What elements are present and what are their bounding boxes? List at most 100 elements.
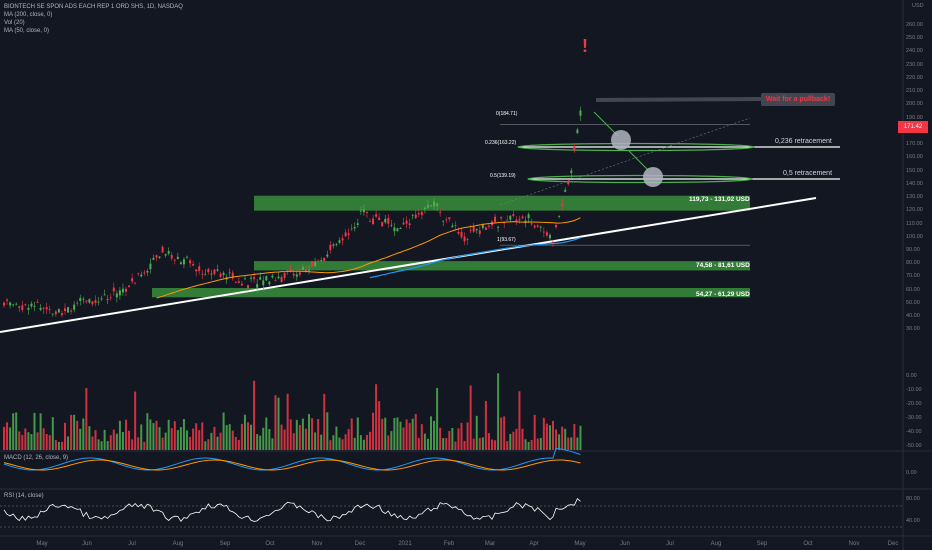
candle-body bbox=[210, 273, 213, 275]
volume-bar bbox=[234, 436, 237, 450]
zone-top-band bbox=[254, 195, 750, 211]
candle-body bbox=[445, 219, 448, 221]
volume-bar bbox=[512, 431, 515, 450]
candle-body bbox=[539, 226, 542, 228]
volume-bar bbox=[298, 425, 301, 450]
candle-body bbox=[567, 182, 570, 185]
volume-bar bbox=[576, 437, 579, 450]
volume-bar bbox=[51, 417, 54, 450]
candle-body bbox=[497, 227, 500, 228]
symbol-title[interactable]: BIONTECH SE SPON ADS EACH REP 1 ORD SHS,… bbox=[4, 4, 183, 10]
volume-bar bbox=[384, 417, 387, 450]
volume-bar bbox=[170, 428, 173, 450]
volume-bar bbox=[494, 440, 497, 450]
candle-body bbox=[146, 271, 149, 273]
pullback-callout[interactable]: Wait for a pullback! bbox=[761, 93, 835, 106]
volume-bar bbox=[308, 414, 310, 450]
indicator-ma200[interactable]: MA (200, close, 0) bbox=[4, 12, 53, 18]
rsi-line bbox=[3, 497, 581, 522]
macd-label[interactable]: MACD (12, 26, close, 9) bbox=[4, 455, 69, 461]
volume-bar bbox=[213, 426, 216, 450]
candle-body bbox=[457, 231, 460, 234]
candle-body bbox=[472, 226, 475, 232]
candle-body bbox=[564, 189, 567, 192]
volume-bar bbox=[216, 436, 219, 450]
volume-bar bbox=[439, 427, 442, 450]
volume-bar bbox=[222, 412, 225, 450]
price-axis-tick: 80.00 bbox=[906, 260, 920, 267]
volume-bar bbox=[149, 419, 152, 450]
volume-bar bbox=[332, 435, 335, 450]
candle-body bbox=[362, 209, 365, 213]
candle-body bbox=[152, 257, 155, 260]
volume-bar bbox=[359, 435, 362, 450]
candle-body bbox=[277, 276, 280, 279]
volume-bar bbox=[561, 426, 564, 450]
volume-bar bbox=[545, 423, 548, 450]
pullback-arrow-1 bbox=[593, 111, 619, 137]
pullback-target-2 bbox=[643, 167, 663, 187]
indicator-ma50[interactable]: MA (50, close, 0) bbox=[4, 28, 50, 34]
volume-bar bbox=[472, 438, 475, 450]
candle-body bbox=[408, 223, 411, 226]
volume-bar bbox=[375, 384, 378, 450]
candle-body bbox=[533, 225, 536, 228]
candle-body bbox=[487, 225, 490, 227]
candle-body bbox=[375, 214, 378, 217]
candle-body bbox=[423, 207, 426, 210]
candle-body bbox=[186, 256, 188, 258]
volume-axis-tick: -40.00 bbox=[906, 429, 922, 435]
volume-axis-tick: -30.00 bbox=[906, 415, 922, 421]
volume-bar bbox=[536, 438, 539, 450]
time-axis-tick: Sep bbox=[756, 541, 768, 547]
candle-body bbox=[24, 304, 27, 306]
volume-bar bbox=[100, 441, 103, 450]
volume-bar bbox=[491, 439, 493, 450]
indicator-volume[interactable]: Vol (20) bbox=[4, 20, 25, 26]
candle-body bbox=[259, 277, 262, 280]
volume-bar bbox=[518, 391, 521, 450]
rsi-label[interactable]: RSI (14, close) bbox=[4, 493, 44, 499]
volume-bar bbox=[314, 432, 317, 450]
candle-body bbox=[332, 244, 335, 246]
price-axis-tick: 250.00 bbox=[906, 35, 923, 42]
candle-body bbox=[179, 262, 182, 265]
candle-body bbox=[234, 281, 237, 283]
volume-bar bbox=[280, 424, 283, 450]
volume-bar bbox=[131, 439, 134, 450]
volume-bar bbox=[164, 432, 167, 450]
candle-body bbox=[573, 146, 576, 150]
volume-bar bbox=[30, 434, 33, 450]
volume-bar bbox=[481, 437, 484, 450]
volume-bar bbox=[381, 418, 384, 450]
volume-bar bbox=[320, 434, 323, 450]
time-axis-tick: Jul bbox=[128, 541, 136, 547]
candle-body bbox=[353, 226, 356, 229]
price-axis-tick: 150.00 bbox=[906, 167, 923, 174]
legend: BIONTECH SE SPON ADS EACH REP 1 ORD SHS,… bbox=[4, 3, 183, 35]
volume-bar bbox=[79, 428, 82, 450]
candle-body bbox=[161, 246, 164, 253]
candle-body bbox=[167, 251, 170, 254]
candle-body bbox=[500, 216, 503, 219]
volume-bar bbox=[387, 435, 390, 450]
candle-body bbox=[518, 219, 521, 221]
price-axis-tick: 210.00 bbox=[906, 88, 923, 95]
volume-bar bbox=[393, 417, 396, 450]
time-axis-tick: Sep bbox=[219, 541, 231, 547]
candle-body bbox=[222, 272, 225, 275]
candle-body bbox=[97, 301, 100, 303]
volume-bar bbox=[426, 438, 429, 450]
candle-body bbox=[76, 302, 79, 304]
candle-body bbox=[173, 259, 176, 261]
price-axis-tick: 40.00 bbox=[906, 313, 920, 320]
volume-bar bbox=[73, 414, 76, 450]
volume-bar bbox=[15, 412, 18, 450]
price-axis-tick: 90.00 bbox=[906, 246, 920, 253]
volume-bar bbox=[372, 412, 375, 450]
volume-bar bbox=[271, 438, 274, 450]
volume-bar bbox=[146, 413, 149, 450]
volume-bar bbox=[67, 436, 70, 450]
volume-bar bbox=[103, 429, 106, 450]
